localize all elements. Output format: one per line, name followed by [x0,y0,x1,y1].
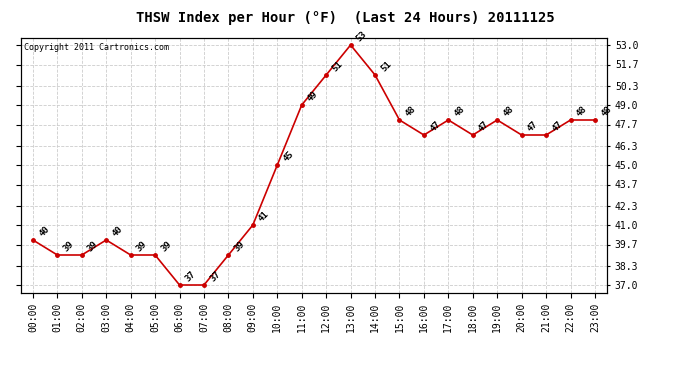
Text: 41: 41 [257,210,271,224]
Text: THSW Index per Hour (°F)  (Last 24 Hours) 20111125: THSW Index per Hour (°F) (Last 24 Hours)… [136,11,554,25]
Text: 53: 53 [355,30,368,44]
Text: 49: 49 [306,90,320,104]
Text: 39: 39 [135,240,149,254]
Text: 37: 37 [208,270,222,284]
Text: 40: 40 [110,225,124,238]
Text: 40: 40 [37,225,51,238]
Text: 51: 51 [380,60,393,74]
Text: 39: 39 [86,240,100,254]
Text: 39: 39 [61,240,75,254]
Text: 45: 45 [282,150,295,164]
Text: 47: 47 [477,120,491,134]
Text: 48: 48 [502,105,515,118]
Text: 48: 48 [453,105,466,118]
Text: 48: 48 [404,105,417,118]
Text: 37: 37 [184,270,197,284]
Text: 51: 51 [331,60,344,74]
Text: 39: 39 [159,240,173,254]
Text: 47: 47 [526,120,540,134]
Text: 47: 47 [550,120,564,134]
Text: Copyright 2011 Cartronics.com: Copyright 2011 Cartronics.com [23,43,168,52]
Text: 47: 47 [428,120,442,134]
Text: 48: 48 [599,105,613,118]
Text: 39: 39 [233,240,246,254]
Text: 48: 48 [575,105,589,118]
